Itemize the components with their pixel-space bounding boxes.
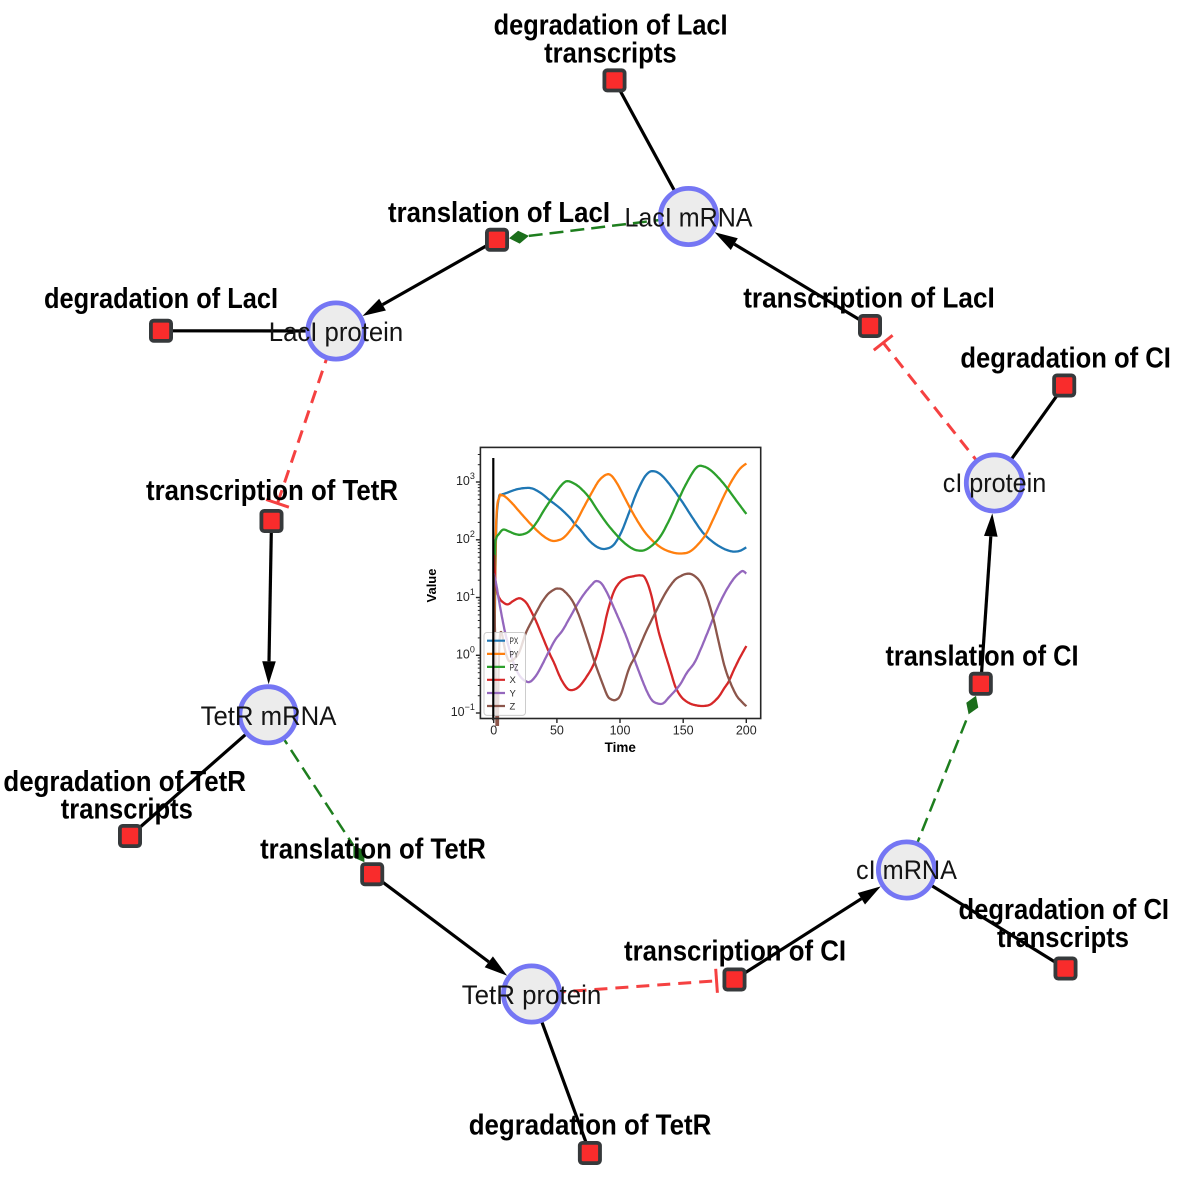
- svg-text:degradation of TetR: degradation of TetR: [3, 766, 246, 798]
- svg-text:100: 100: [610, 724, 631, 738]
- svg-text:Z: Z: [510, 701, 516, 712]
- svg-text:translation of CI: translation of CI: [885, 641, 1078, 673]
- svg-text:TetR protein: TetR protein: [462, 980, 602, 1010]
- svg-text:PY: PY: [510, 649, 519, 660]
- svg-text:translation of LacI: translation of LacI: [388, 197, 610, 229]
- svg-text:transcripts: transcripts: [997, 922, 1129, 954]
- svg-text:LacI mRNA: LacI mRNA: [625, 202, 753, 232]
- svg-text:degradation of TetR: degradation of TetR: [469, 1110, 712, 1142]
- svg-text:transcription of TetR: transcription of TetR: [146, 475, 398, 507]
- svg-text:PX: PX: [510, 636, 519, 647]
- svg-text:translation of TetR: translation of TetR: [260, 834, 486, 866]
- svg-text:Y: Y: [510, 688, 517, 699]
- svg-text:degradation of LacI: degradation of LacI: [494, 9, 728, 41]
- svg-text:0: 0: [490, 724, 497, 738]
- svg-text:degradation of CI: degradation of CI: [960, 343, 1171, 375]
- svg-text:cI mRNA: cI mRNA: [856, 855, 957, 885]
- svg-text:PZ: PZ: [510, 662, 519, 673]
- svg-text:cI protein: cI protein: [943, 468, 1047, 498]
- svg-text:Value: Value: [424, 569, 439, 603]
- svg-text:50: 50: [550, 724, 564, 738]
- svg-text:200: 200: [736, 724, 757, 738]
- svg-text:transcription of LacI: transcription of LacI: [743, 283, 995, 315]
- svg-text:TetR mRNA: TetR mRNA: [201, 701, 337, 731]
- svg-text:Time: Time: [605, 740, 637, 755]
- svg-text:degradation of CI: degradation of CI: [959, 894, 1170, 926]
- svg-text:150: 150: [673, 724, 694, 738]
- svg-text:transcripts: transcripts: [544, 37, 677, 69]
- svg-text:X: X: [510, 675, 517, 686]
- svg-text:LacI protein: LacI protein: [269, 317, 403, 347]
- svg-text:transcripts: transcripts: [61, 794, 193, 826]
- svg-text:transcription of CI: transcription of CI: [624, 935, 846, 967]
- svg-text:degradation of LacI: degradation of LacI: [44, 283, 278, 315]
